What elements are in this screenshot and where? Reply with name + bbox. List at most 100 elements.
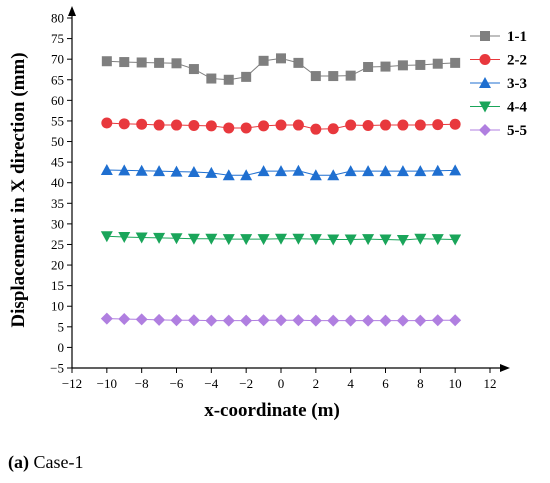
data-point (414, 233, 427, 245)
data-point (136, 57, 147, 68)
data-point (205, 120, 217, 132)
data-point (275, 119, 287, 131)
data-point (432, 58, 443, 69)
x-tick-label: 4 (347, 376, 354, 391)
data-point (101, 117, 113, 129)
data-point (153, 119, 165, 131)
series-5-5 (100, 312, 462, 327)
legend-marker (479, 54, 491, 65)
data-point (205, 233, 218, 245)
data-point (345, 70, 356, 81)
y-tick-label: 65 (51, 72, 64, 87)
data-point (100, 312, 113, 325)
data-point (293, 57, 304, 68)
data-point (119, 57, 130, 68)
x-tick-label: 2 (313, 376, 320, 391)
data-point (257, 234, 270, 246)
data-point (328, 71, 339, 82)
y-axis-label: Displacement in X direction (mm) (8, 52, 29, 327)
y-tick-label: 15 (51, 278, 64, 293)
data-point (397, 119, 409, 131)
data-point (171, 58, 182, 69)
legend-marker (480, 31, 490, 41)
legend-label: 4-4 (507, 100, 527, 116)
data-point (135, 164, 148, 176)
data-point (275, 314, 287, 327)
x-tick-label: −2 (239, 376, 253, 391)
data-point (344, 234, 357, 246)
y-tick-label: 5 (58, 319, 65, 334)
y-tick-label: 60 (51, 93, 64, 108)
data-point (205, 166, 218, 178)
data-point (276, 53, 286, 64)
data-point (414, 119, 426, 131)
y-tick-label: 55 (51, 113, 64, 128)
data-point (310, 71, 321, 82)
data-point (187, 166, 200, 177)
data-point (379, 314, 392, 327)
data-point (380, 61, 391, 72)
data-point (397, 60, 408, 71)
series-layer (100, 53, 462, 327)
data-point (257, 165, 270, 177)
x-tick-label: −8 (135, 376, 149, 391)
data-point (223, 122, 235, 134)
data-point (449, 164, 462, 176)
data-point (449, 234, 462, 246)
y-tick-label: 10 (51, 299, 64, 314)
data-point (396, 165, 409, 177)
data-point (379, 234, 392, 246)
data-point (222, 169, 235, 181)
y-tick-label: 25 (51, 237, 64, 252)
x-tick-label: 12 (484, 376, 497, 391)
y-tick-label: 75 (51, 31, 64, 46)
data-point (222, 234, 235, 246)
data-point (292, 314, 305, 327)
data-point (100, 163, 113, 175)
y-tick-label: 50 (51, 134, 64, 149)
data-point (222, 314, 235, 327)
data-point (292, 164, 305, 176)
x-tick-label: −10 (97, 376, 117, 391)
data-point (309, 169, 322, 181)
legend-label: 3-3 (507, 76, 527, 92)
x-tick-label: 8 (417, 376, 424, 391)
data-point (327, 234, 340, 246)
caption-label: (a) (8, 452, 29, 472)
series-3-3 (100, 163, 462, 181)
data-point (450, 57, 461, 68)
data-point (258, 120, 270, 132)
data-point (118, 118, 130, 130)
data-point (170, 314, 183, 327)
data-point (188, 64, 199, 75)
series-4-4 (100, 231, 462, 246)
data-point (188, 119, 200, 131)
data-point (170, 233, 183, 245)
caption-text: Case-1 (29, 452, 84, 472)
data-point (170, 165, 183, 177)
data-point (257, 314, 270, 327)
data-point (101, 56, 112, 67)
legend-item: 5-5 (470, 123, 527, 139)
x-tick-label: −6 (170, 376, 184, 391)
data-point (414, 314, 427, 327)
data-point (309, 314, 322, 327)
data-point (431, 164, 444, 176)
y-tick-label: 35 (51, 196, 64, 211)
data-point (136, 118, 148, 130)
data-point (187, 314, 200, 327)
data-point (449, 118, 461, 130)
data-point (431, 314, 444, 327)
data-point (362, 119, 374, 131)
data-point (240, 169, 253, 181)
x-tick-label: 6 (382, 376, 389, 391)
y-axis-arrow (68, 6, 76, 16)
data-point (363, 62, 374, 72)
y-tick-label: 0 (58, 340, 65, 355)
data-point (362, 165, 375, 177)
data-point (432, 119, 444, 131)
y-tick-label: 20 (51, 258, 64, 273)
data-point (118, 313, 131, 325)
legend-label: 5-5 (507, 123, 527, 139)
